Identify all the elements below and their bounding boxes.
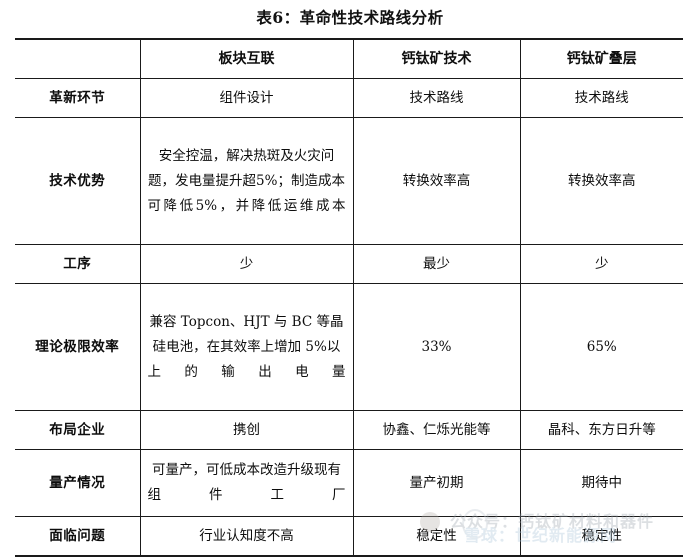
cell-innovation-stage-col1: 组件设计 xyxy=(139,78,354,118)
row-header-participating-companies: 布局企业 xyxy=(15,410,141,450)
row-header-tech-advantage: 技术优势 xyxy=(15,117,141,245)
row-header-innovation-stage: 革新环节 xyxy=(15,78,141,118)
cell-challenges-col3: 稳定性 xyxy=(519,516,683,557)
table-row: 量产情况 可量产，可低成本改造升级现有组件工厂 量产初期 期待中 xyxy=(15,449,683,517)
cell-participating-companies-col3: 晶科、东方日升等 xyxy=(519,410,683,450)
revolutionary-tech-route-table: 板块互联 钙钛矿技术 钙钛矿叠层 革新环节 组件设计 技术路线 技术路线 技术优… xyxy=(15,38,683,557)
table-header-row: 板块互联 钙钛矿技术 钙钛矿叠层 xyxy=(15,38,683,79)
table-row: 面临问题 行业认知度不高 稳定性 稳定性 xyxy=(15,516,683,557)
cell-participating-companies-col1: 携创 xyxy=(139,410,354,450)
table-container: 板块互联 钙钛矿技术 钙钛矿叠层 革新环节 组件设计 技术路线 技术路线 技术优… xyxy=(15,38,683,557)
table-row: 理论极限效率 兼容 Topcon、HJT 与 BC 等晶硅电池，在其效率上增加 … xyxy=(15,283,683,411)
cell-mass-production-col3: 期待中 xyxy=(519,449,683,517)
column-header-perovskite-tech: 钙钛矿技术 xyxy=(352,38,521,79)
row-header-mass-production: 量产情况 xyxy=(15,449,141,517)
table-row: 布局企业 携创 协鑫、仁烁光能等 晶科、东方日升等 xyxy=(15,410,683,450)
cell-theoretical-limit-col2: 33% xyxy=(352,283,521,411)
table-row: 技术优势 安全控温，解决热斑及火灾问题，发电量提升超5%；制造成本可降低5%，并… xyxy=(15,117,683,245)
column-header-blank xyxy=(15,38,141,79)
cell-process-steps-col3: 少 xyxy=(519,244,683,284)
row-header-process-steps: 工序 xyxy=(15,244,141,284)
cell-process-steps-col2: 最少 xyxy=(352,244,521,284)
cell-tech-advantage-col3: 转换效率高 xyxy=(519,117,683,245)
table-row: 工序 少 最少 少 xyxy=(15,244,683,284)
cell-challenges-col2: 稳定性 xyxy=(352,516,521,557)
page-title: 表6：革命性技术路线分析 xyxy=(256,8,444,27)
cell-mass-production-col2: 量产初期 xyxy=(352,449,521,517)
cell-tech-advantage-col2: 转换效率高 xyxy=(352,117,521,245)
cell-tech-advantage-col1: 安全控温，解决热斑及火灾问题，发电量提升超5%；制造成本可降低5%，并降低运维成… xyxy=(139,117,354,245)
cell-challenges-col1: 行业认知度不高 xyxy=(139,516,354,557)
column-header-banlianhulian: 板块互联 xyxy=(139,38,354,79)
table-body: 革新环节 组件设计 技术路线 技术路线 技术优势 安全控温，解决热斑及火灾问题，… xyxy=(15,78,683,557)
table-row: 革新环节 组件设计 技术路线 技术路线 xyxy=(15,78,683,118)
cell-theoretical-limit-col3: 65% xyxy=(519,283,683,411)
row-header-challenges: 面临问题 xyxy=(15,516,141,557)
cell-participating-companies-col2: 协鑫、仁烁光能等 xyxy=(352,410,521,450)
table-header: 板块互联 钙钛矿技术 钙钛矿叠层 xyxy=(15,38,683,79)
cell-mass-production-col1: 可量产，可低成本改造升级现有组件工厂 xyxy=(139,449,354,517)
column-header-perovskite-tandem: 钙钛矿叠层 xyxy=(519,38,683,79)
row-header-theoretical-limit-efficiency: 理论极限效率 xyxy=(15,283,141,411)
cell-theoretical-limit-col1: 兼容 Topcon、HJT 与 BC 等晶硅电池，在其效率上增加 5%以上的输出… xyxy=(139,283,354,411)
cell-process-steps-col1: 少 xyxy=(139,244,354,284)
cell-innovation-stage-col3: 技术路线 xyxy=(519,78,683,118)
cell-innovation-stage-col2: 技术路线 xyxy=(352,78,521,118)
